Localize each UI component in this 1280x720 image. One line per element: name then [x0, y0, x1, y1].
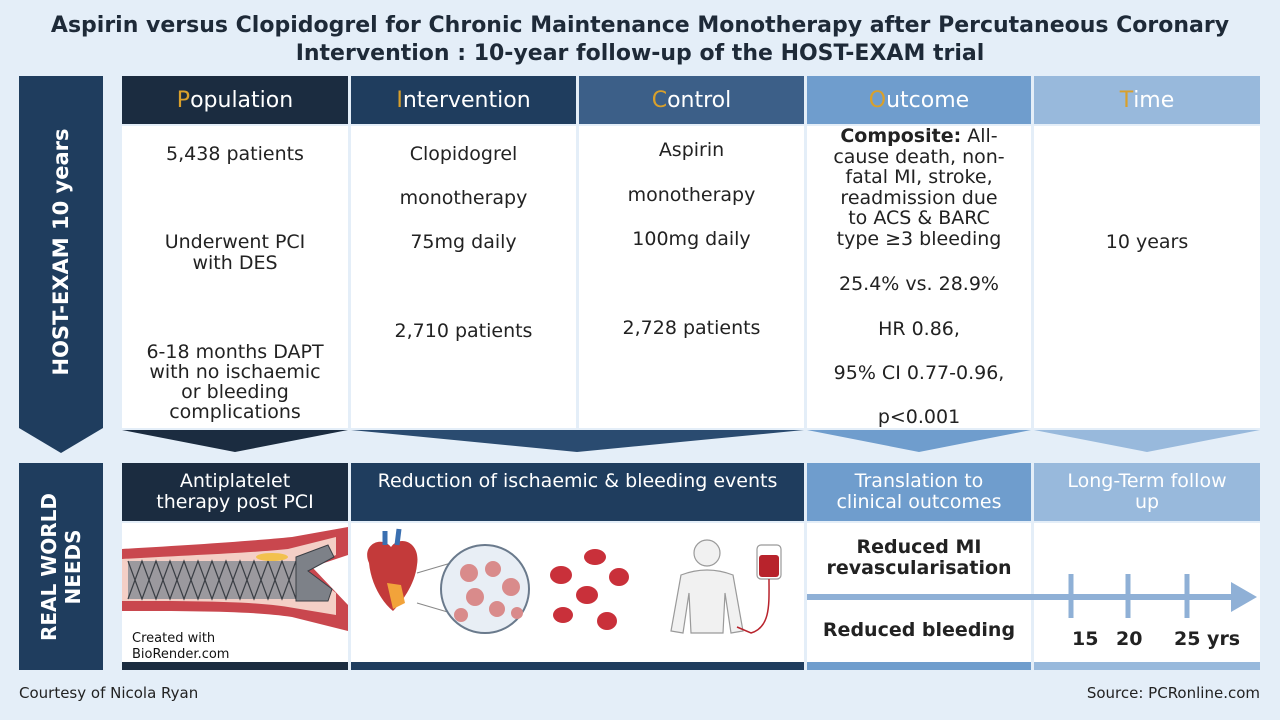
needs-translation-line-2: clinical outcomes: [836, 492, 1001, 513]
patient-icon: [671, 540, 743, 633]
outcome-line-3: fatal MI, stroke,: [807, 167, 1031, 188]
events-illustration: [351, 523, 804, 662]
time-cell: 10 years: [1034, 126, 1260, 428]
population-dapt-line-4: complications: [122, 402, 348, 422]
stent-illustration: [122, 527, 348, 637]
biorender-credit: Created with BioRender.com: [132, 631, 229, 663]
timeline-label-15: 15: [1072, 628, 1098, 650]
time-value: 10 years: [1034, 232, 1260, 253]
biorender-line-1: Created with: [132, 631, 229, 647]
outcome-line-6: type ≥3 bleeding: [807, 229, 1031, 250]
arrow-population: [122, 430, 348, 452]
red-blood-cells-icon: [550, 549, 629, 630]
tissue-cells-icon: [441, 545, 529, 633]
needs-translation-line-1: Translation to: [855, 471, 984, 492]
intervention-cell: Clopidogrel monotherapy 75mg daily 2,710…: [351, 126, 576, 428]
page-title: Aspirin versus Clopidogrel for Chronic M…: [0, 12, 1280, 68]
outcome-rates: 25.4% vs. 28.9%: [807, 274, 1031, 295]
needs-reduction-label: Reduction of ischaemic & bleeding events: [378, 471, 778, 492]
needs-reduction: Reduction of ischaemic & bleeding events: [351, 463, 804, 521]
timeline-arrowhead: [1231, 582, 1257, 612]
header-outcome-initial: O: [869, 88, 886, 113]
intervention-drug: Clopidogrel: [351, 144, 576, 165]
side-bottom-line-2: NEEDS: [61, 492, 85, 640]
population-pci: Underwent PCI with DES: [122, 232, 348, 274]
timeline-label-20: 20: [1116, 628, 1142, 650]
events-panel: [351, 523, 804, 662]
outcome-composite-label: Composite:: [840, 125, 961, 147]
population-patients: 5,438 patients: [122, 144, 348, 165]
control-patients: 2,728 patients: [579, 318, 804, 339]
needs-longterm: Long-Term follow up: [1034, 463, 1260, 521]
outcome-line-4: readmission due: [807, 188, 1031, 209]
intervention-patients: 2,710 patients: [351, 321, 576, 342]
header-intervention-rest: ntervention: [403, 88, 531, 113]
control-dose: 100mg daily: [579, 229, 804, 250]
timeline-arrow: [807, 570, 1260, 626]
control-cell: Aspirin monotherapy 100mg daily 2,728 pa…: [579, 126, 804, 428]
control-monotherapy: monotherapy: [579, 185, 804, 206]
outcome-hr: HR 0.86,: [807, 319, 1031, 340]
side-banner-bottom: REAL WORLD NEEDS: [19, 463, 103, 670]
heart-icon: [367, 529, 417, 611]
outcome-line-2: cause death, non-: [807, 147, 1031, 168]
intervention-dose: 75mg daily: [351, 232, 576, 253]
header-control-initial: C: [652, 88, 667, 113]
outcome-ci: 95% CI 0.77-0.96,: [807, 363, 1031, 384]
stent-panel: Created with BioRender.com: [122, 523, 348, 662]
population-pci-line-1: Underwent PCI: [122, 232, 348, 253]
arrow-time: [1034, 430, 1260, 452]
needs-longterm-line-1: Long-Term follow: [1067, 471, 1226, 492]
population-dapt-line-2: with no ischaemic: [122, 362, 348, 382]
header-population-rest: opulation: [190, 88, 293, 113]
side-banner-bottom-label: REAL WORLD NEEDS: [37, 492, 85, 640]
title-line-2: Intervention : 10-year follow-up of the …: [0, 40, 1280, 68]
outcome-line-5: to ACS & BARC: [807, 208, 1031, 229]
strip-outcome: [807, 662, 1031, 670]
needs-translation: Translation to clinical outcomes: [807, 463, 1031, 521]
needs-antiplatelet-line-1: Antiplatelet: [180, 471, 290, 492]
header-time-rest: ime: [1133, 88, 1174, 113]
outcome-line-1: All-: [967, 125, 997, 147]
footer-source: Source: PCRonline.com: [1087, 684, 1260, 702]
side-banner-top-label: HOST-EXAM 10 years: [49, 129, 73, 376]
strip-time: [1034, 662, 1260, 670]
strip-population: [122, 662, 348, 670]
header-outcome-rest: utcome: [886, 88, 969, 113]
population-pci-line-2: with DES: [122, 253, 348, 274]
population-dapt-line-1: 6-18 months DAPT: [122, 342, 348, 362]
title-line-1: Aspirin versus Clopidogrel for Chronic M…: [0, 12, 1280, 40]
reduced-mi-line-1: Reduced MI: [807, 537, 1031, 558]
header-population-initial: P: [177, 88, 190, 113]
arrow-band: [122, 428, 1260, 454]
outcome-p-value: p<0.001: [807, 407, 1031, 428]
header-time-initial: T: [1120, 88, 1133, 113]
control-drug: Aspirin: [579, 140, 804, 161]
strip-events: [351, 662, 804, 670]
blood-bag-icon: [737, 545, 781, 633]
side-bottom-line-1: REAL WORLD: [37, 492, 61, 640]
header-control-rest: ontrol: [667, 88, 731, 113]
population-dapt: 6-18 months DAPT with no ischaemic or bl…: [122, 342, 348, 422]
biorender-line-2: BioRender.com: [132, 647, 229, 663]
population-dapt-line-3: or bleeding: [122, 382, 348, 402]
outcome-composite: Composite: All- cause death, non- fatal …: [807, 126, 1031, 249]
outcome-cell: Composite: All- cause death, non- fatal …: [807, 126, 1031, 428]
intervention-monotherapy: monotherapy: [351, 188, 576, 209]
side-banner-top: HOST-EXAM 10 years: [19, 76, 103, 428]
needs-antiplatelet: Antiplatelet therapy post PCI: [122, 463, 348, 521]
timeline-label-25: 25 yrs: [1174, 628, 1240, 650]
side-banner-top-arrow: [19, 428, 103, 454]
arrow-outcome: [807, 430, 1031, 452]
needs-antiplatelet-line-2: therapy post PCI: [156, 492, 313, 513]
footer-courtesy: Courtesy of Nicola Ryan: [19, 684, 198, 702]
population-cell: 5,438 patients Underwent PCI with DES 6-…: [122, 126, 348, 428]
needs-longterm-line-2: up: [1135, 492, 1159, 513]
arrow-intervention-control: [351, 430, 804, 452]
